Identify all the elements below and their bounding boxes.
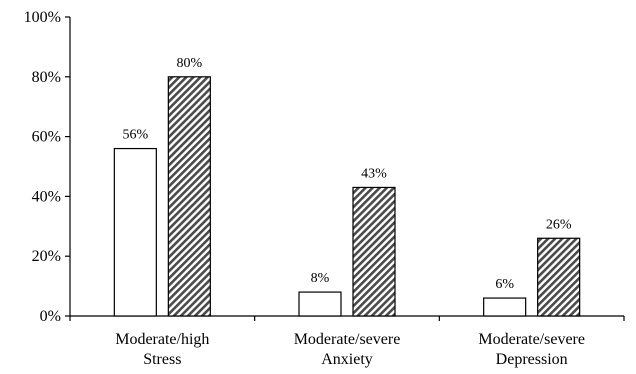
data-label-series-1-2: 6% bbox=[495, 277, 514, 292]
x-category-label-1-line-1: Anxiety bbox=[321, 351, 373, 368]
labels: 56% 80% Moderate/high Stress 8% 43% Moderate/s… bbox=[115, 56, 585, 368]
x-category-label-0-line-0: Moderate/high bbox=[115, 331, 209, 348]
data-label-series-1-1: 8% bbox=[311, 271, 330, 286]
data-label-series-2-1: 43% bbox=[361, 166, 387, 181]
y-tick-label: 100% bbox=[24, 9, 61, 26]
y-tick-label: 40% bbox=[32, 188, 61, 205]
bar-series-1-2 bbox=[483, 297, 527, 317]
y-tick-label: 60% bbox=[32, 129, 61, 146]
axes: 0% 20% 40% 60% 80% 100% bbox=[24, 9, 625, 325]
bars bbox=[113, 76, 581, 317]
bar-series-1-0 bbox=[113, 147, 157, 317]
data-label-series-1-0: 56% bbox=[122, 128, 148, 143]
x-category-label-2-line-1: Depression bbox=[496, 351, 568, 368]
data-label-series-2-0: 80% bbox=[176, 56, 202, 71]
x-category-label-0-line-1: Stress bbox=[143, 351, 181, 368]
data-label-series-2-2: 26% bbox=[546, 217, 572, 232]
y-tick-label: 80% bbox=[32, 69, 61, 86]
bar-series-2-2 bbox=[537, 237, 581, 317]
y-tick-label: 0% bbox=[40, 308, 61, 325]
bar-series-2-1 bbox=[352, 186, 396, 317]
y-tick-label: 20% bbox=[32, 248, 61, 265]
x-category-label-2-line-0: Moderate/severe bbox=[478, 331, 585, 348]
bar-series-2-0 bbox=[167, 76, 211, 317]
x-category-label-1-line-0: Moderate/severe bbox=[294, 331, 401, 348]
bar-series-1-1 bbox=[298, 291, 342, 317]
